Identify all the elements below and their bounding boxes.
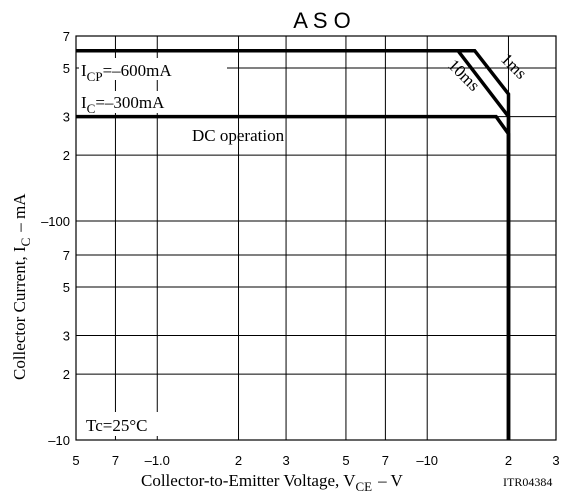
grid <box>76 36 556 440</box>
y-tick-label: 2 <box>63 148 70 163</box>
annotation-ic: IC=–300mA <box>81 93 165 116</box>
ic-label-backdrop <box>79 91 207 113</box>
icp-label-backdrop <box>79 58 227 80</box>
x-axis-label: Collector-to-Emitter Voltage, VCE – V <box>141 471 404 494</box>
x-tick-label: 7 <box>382 453 389 468</box>
annotation-1ms: 1ms <box>497 49 530 82</box>
tc-label-backdrop <box>83 412 169 436</box>
y-tick-label: 3 <box>63 110 70 125</box>
annotation-dc-operation: DC operation <box>192 126 285 145</box>
figure-code: ITR04384 <box>503 475 552 489</box>
annotation-icp: ICP=–600mA <box>81 61 172 84</box>
series-line-dc-operation <box>76 114 511 440</box>
x-tick-label: –10 <box>416 453 438 468</box>
x-tick-label: 3 <box>282 453 289 468</box>
series-lines <box>76 48 511 440</box>
y-axis-label: Collector Current, IC– mA <box>10 193 33 380</box>
y-tick-labels: –10 2 3 5 7 –100 2 3 5 7 <box>41 29 70 448</box>
y-tick-label: 7 <box>63 29 70 44</box>
y-tick-label: 3 <box>63 329 70 344</box>
y-tick-label: 7 <box>63 248 70 263</box>
x-tick-label: 3 <box>552 453 559 468</box>
annotation-10ms: 10ms <box>444 55 483 94</box>
x-tick-label: 5 <box>342 453 349 468</box>
x-tick-labels: 5 7 –1.0 2 3 5 7 –10 2 3 <box>72 453 559 468</box>
x-tick-label: 2 <box>505 453 512 468</box>
annotation-tc: Tc=25°C <box>86 416 147 435</box>
y-tick-label: –10 <box>48 433 70 448</box>
y-tick-label: 5 <box>63 280 70 295</box>
x-tick-label: 2 <box>235 453 242 468</box>
y-tick-label: 5 <box>63 61 70 76</box>
x-tick-label: 7 <box>112 453 119 468</box>
chart-title: A S O <box>293 8 350 33</box>
plot-frame <box>75 35 557 441</box>
x-tick-label: –1.0 <box>145 453 170 468</box>
x-tick-label: 5 <box>72 453 79 468</box>
y-tick-label: 2 <box>63 367 70 382</box>
y-tick-label: –100 <box>41 214 70 229</box>
